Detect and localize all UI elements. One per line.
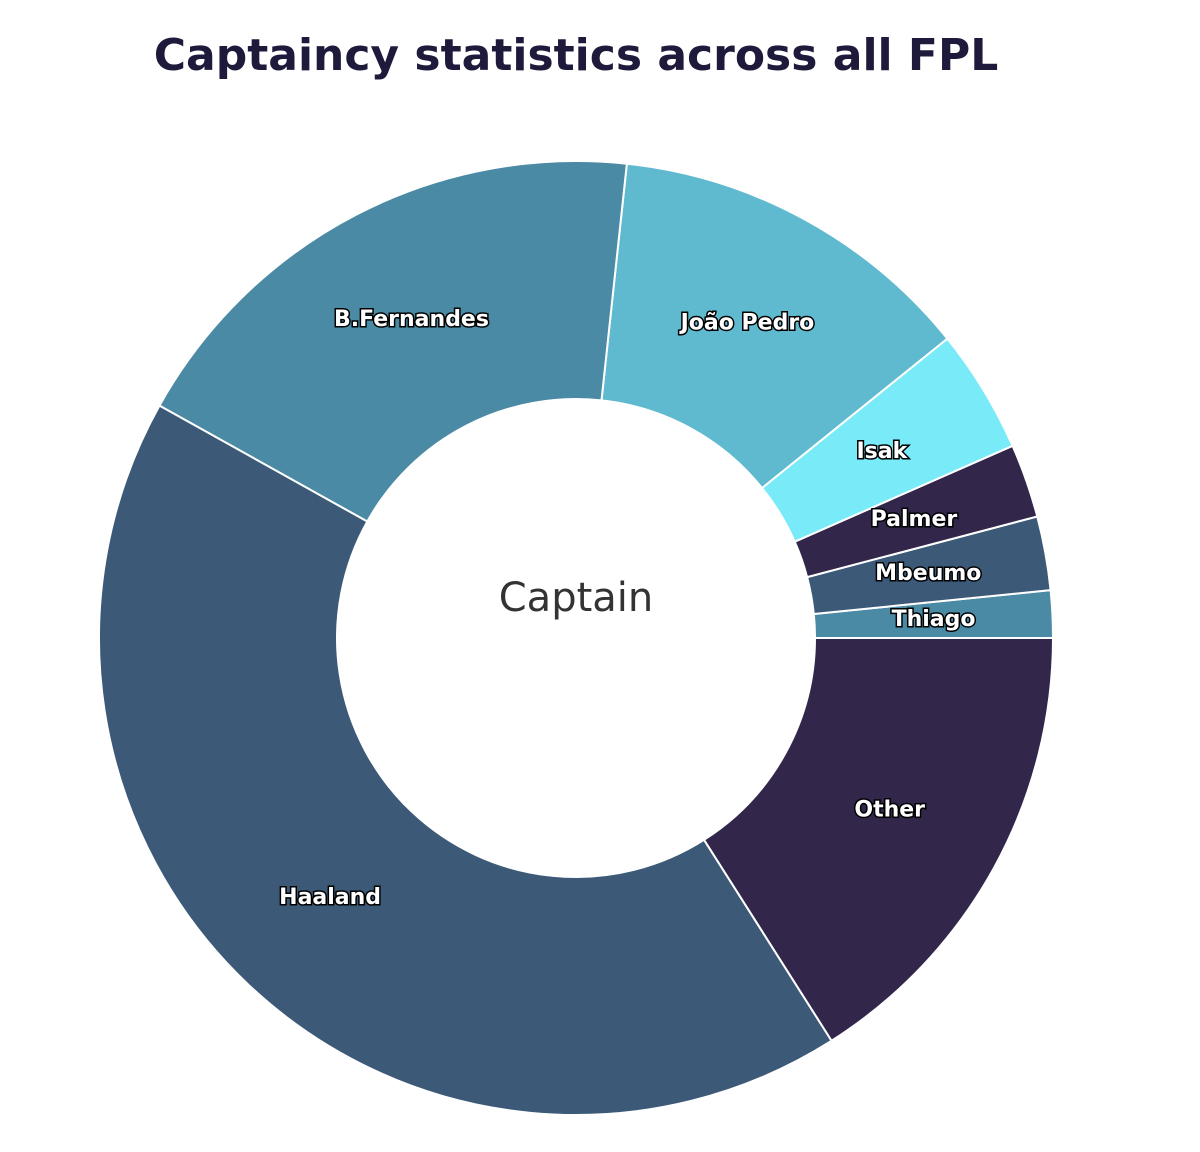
slice-label: João Pedro xyxy=(679,311,815,336)
slice-label: Other xyxy=(854,797,925,822)
slice-label: B.Fernandes xyxy=(334,307,489,332)
center-label: Captain xyxy=(499,575,654,621)
slice-label: Mbeumo xyxy=(875,561,981,586)
slice xyxy=(600,162,949,490)
donut: Thiago Mbeumo Palmer Isak João Pedro B.Fernan… xyxy=(98,160,1055,1116)
slice xyxy=(702,637,1055,1043)
slice-labels: Thiago Mbeumo Palmer Isak João Pedro B.Fernan… xyxy=(278,306,983,912)
slice-label: Palmer xyxy=(871,507,958,532)
slice-label: Haaland xyxy=(279,885,381,910)
chart-title: Captaincy statistics across all FPL xyxy=(154,30,999,81)
slice-label: Isak xyxy=(856,439,908,464)
slice-label: Thiago xyxy=(892,607,976,632)
slice xyxy=(158,160,628,523)
slice xyxy=(98,404,833,1116)
